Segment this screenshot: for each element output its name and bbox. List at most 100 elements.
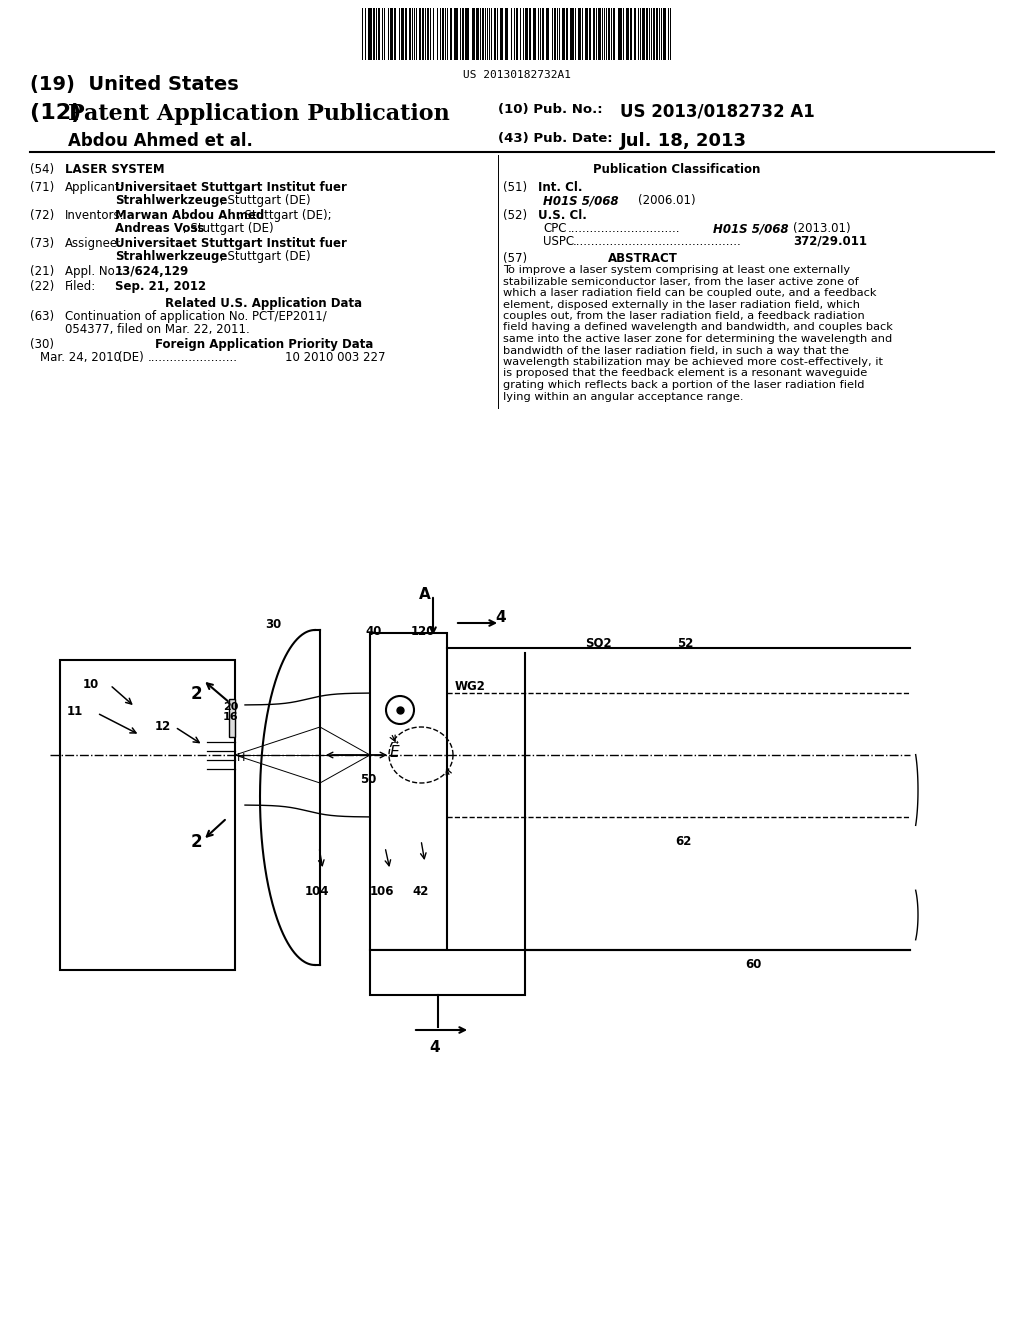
Bar (505, 8, 508, 59)
Bar (373, 8, 375, 59)
Bar (554, 8, 556, 59)
Text: (19)  United States: (19) United States (30, 75, 239, 94)
Bar (525, 8, 528, 59)
Bar (642, 8, 645, 59)
Text: Appl. No.:: Appl. No.: (65, 265, 122, 279)
Text: 62: 62 (675, 836, 691, 847)
Text: wavelength stabilization may be achieved more cost-effectively, it: wavelength stabilization may be achieved… (503, 356, 883, 367)
Text: Publication Classification: Publication Classification (593, 162, 761, 176)
Text: H01S 5/068: H01S 5/068 (543, 194, 618, 207)
Text: which a laser radiation field can be coupled oute, and a feedback: which a laser radiation field can be cou… (503, 288, 877, 298)
Bar (634, 8, 636, 59)
Text: 10: 10 (83, 678, 99, 690)
Text: lying within an angular acceptance range.: lying within an angular acceptance range… (503, 392, 743, 401)
Text: Int. Cl.: Int. Cl. (538, 181, 583, 194)
Text: Abdou Ahmed et al.: Abdou Ahmed et al. (68, 132, 253, 150)
Bar (370, 634, 447, 950)
Bar (494, 8, 496, 59)
Bar (516, 8, 518, 59)
Text: (71): (71) (30, 181, 54, 194)
Text: Inventors:: Inventors: (65, 209, 125, 222)
Text: (2013.01): (2013.01) (793, 222, 851, 235)
Text: 50: 50 (360, 774, 377, 785)
Text: U.S. Cl.: U.S. Cl. (538, 209, 587, 222)
Text: 054377, filed on Mar. 22, 2011.: 054377, filed on Mar. 22, 2011. (65, 323, 250, 337)
Text: stabilizable semiconductor laser, from the laser active zone of: stabilizable semiconductor laser, from t… (503, 276, 859, 286)
Text: USPC: USPC (543, 235, 574, 248)
Text: Jul. 18, 2013: Jul. 18, 2013 (620, 132, 746, 150)
Bar (378, 8, 380, 59)
Text: US 2013/0182732 A1: US 2013/0182732 A1 (620, 103, 815, 121)
Bar (598, 8, 601, 59)
Bar (529, 8, 531, 59)
Bar (465, 8, 469, 59)
Text: ABSTRACT: ABSTRACT (608, 252, 678, 265)
Text: (73): (73) (30, 238, 54, 249)
Text: Continuation of application No. PCT/EP2011/: Continuation of application No. PCT/EP20… (65, 310, 327, 323)
Text: 13/624,129: 13/624,129 (115, 265, 189, 279)
Text: Universitaet Stuttgart Institut fuer: Universitaet Stuttgart Institut fuer (115, 238, 347, 249)
Text: element, disposed externally in the laser radiation field, which: element, disposed externally in the lase… (503, 300, 860, 309)
Text: , Stuttgart (DE);: , Stuttgart (DE); (237, 209, 332, 222)
Text: (43) Pub. Date:: (43) Pub. Date: (498, 132, 612, 145)
Bar (229, 700, 234, 737)
Text: A: A (419, 587, 431, 602)
Bar (566, 8, 568, 59)
Bar (427, 8, 429, 59)
Text: 10 2010 003 227: 10 2010 003 227 (285, 351, 385, 364)
Text: 12: 12 (155, 719, 171, 733)
Text: Marwan Abdou Ahmed: Marwan Abdou Ahmed (115, 209, 264, 222)
Bar (409, 8, 411, 59)
Text: (12): (12) (30, 103, 89, 123)
Text: field having a defined wavelength and bandwidth, and couples back: field having a defined wavelength and ba… (503, 322, 893, 333)
Bar (542, 8, 544, 59)
Text: ........................: ........................ (148, 351, 238, 364)
Bar (368, 8, 372, 59)
Text: .............................................: ........................................… (573, 235, 741, 248)
Text: 4: 4 (429, 1040, 439, 1055)
Text: , Stuttgart (DE): , Stuttgart (DE) (220, 194, 310, 207)
Text: Foreign Application Priority Data: Foreign Application Priority Data (155, 338, 373, 351)
Text: Filed:: Filed: (65, 280, 96, 293)
Text: CPC: CPC (543, 222, 566, 235)
Bar (370, 950, 525, 995)
Text: $\vec{E}$: $\vec{E}$ (389, 741, 400, 760)
Bar (390, 8, 393, 59)
Bar (462, 8, 464, 59)
Bar (562, 8, 565, 59)
Text: 372/29.011: 372/29.011 (793, 235, 867, 248)
Bar (593, 8, 595, 59)
Text: Sep. 21, 2012: Sep. 21, 2012 (115, 280, 206, 293)
Bar (406, 8, 407, 59)
Text: grating which reflects back a portion of the laser radiation field: grating which reflects back a portion of… (503, 380, 864, 389)
Text: is proposed that the feedback element is a resonant waveguide: is proposed that the feedback element is… (503, 368, 867, 379)
Bar (646, 8, 648, 59)
Bar (613, 8, 615, 59)
Bar (585, 8, 588, 59)
Bar (500, 8, 503, 59)
Text: (30): (30) (30, 338, 54, 351)
Bar (422, 8, 424, 59)
Text: Andreas Voss: Andreas Voss (115, 222, 205, 235)
Text: 52: 52 (677, 638, 693, 649)
Bar (482, 8, 484, 59)
Text: 20: 20 (223, 702, 239, 711)
Text: , Stuttgart (DE): , Stuttgart (DE) (183, 222, 273, 235)
Text: SQ2: SQ2 (585, 638, 611, 649)
Bar (656, 8, 658, 59)
Text: Strahlwerkzeuge: Strahlwerkzeuge (115, 249, 227, 263)
Bar (663, 8, 666, 59)
Text: , Stuttgart (DE): , Stuttgart (DE) (220, 249, 310, 263)
Bar (60, 660, 234, 970)
Text: same into the active laser zone for determining the wavelength and: same into the active laser zone for dete… (503, 334, 892, 345)
Text: (54): (54) (30, 162, 54, 176)
Text: 120: 120 (411, 624, 435, 638)
Text: Related U.S. Application Data: Related U.S. Application Data (166, 297, 362, 310)
Text: Mar. 24, 2010: Mar. 24, 2010 (40, 351, 121, 364)
Bar (570, 8, 574, 59)
Text: 30: 30 (265, 618, 282, 631)
Text: WG2: WG2 (455, 680, 485, 693)
Bar (653, 8, 655, 59)
Text: H01S 5/068: H01S 5/068 (713, 222, 788, 235)
Text: Assignee:: Assignee: (65, 238, 122, 249)
